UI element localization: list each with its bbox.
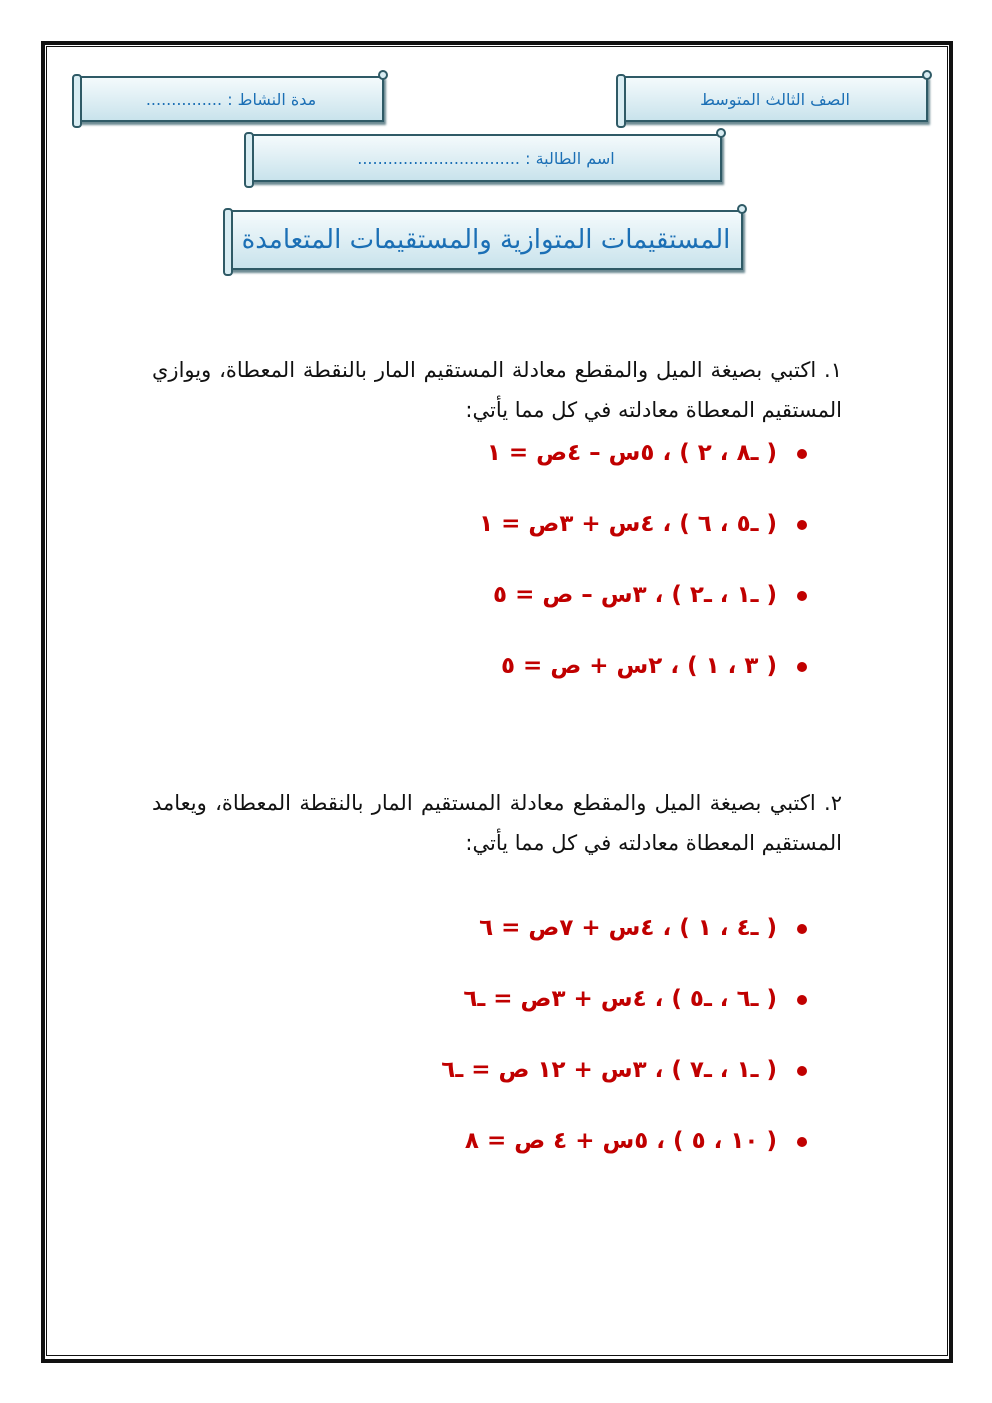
list-item: ( ـ٤ ، ١ ) ، ٤س + ٧ص = ٦ [441, 913, 807, 984]
bullet-icon [797, 994, 807, 1005]
equation: ( ـ١ ، ـ٧ ) ، ٣س + ١٢ ص = ـ٦ [441, 1057, 777, 1083]
list-item: ( ـ١ ، ـ٢ ) ، ٣س – ص = ٥ [479, 580, 807, 651]
equation: ( ـ٥ ، ٦ ) ، ٤س + ٣ص = ١ [479, 511, 777, 537]
equation: ( ـ١ ، ـ٢ ) ، ٣س – ص = ٥ [493, 582, 777, 608]
equation: ( ١٠ ، ٥ ) ، ٥س + ٤ ص = ٨ [464, 1128, 777, 1154]
bullet-icon [797, 1136, 807, 1147]
list-item: ( ـ٨ ، ٢ ) ، ٥س – ٤ص = ١ [479, 438, 807, 509]
grade-label: الصف الثالث المتوسط [700, 89, 850, 109]
question-2-list: ( ـ٤ ، ١ ) ، ٤س + ٧ص = ٦ ( ـ٦ ، ـ٥ ) ، ٤… [441, 913, 807, 1197]
bullet-icon [797, 661, 807, 672]
list-item: ( ١٠ ، ٥ ) ، ٥س + ٤ ص = ٨ [441, 1126, 807, 1197]
duration-banner: مدة النشاط : ............... [72, 70, 388, 128]
bullet-icon [797, 1065, 807, 1076]
list-item: ( ٣ ، ١ ) ، ٢س + ص = ٥ [479, 651, 807, 722]
bullet-icon [797, 923, 807, 934]
question-1-list: ( ـ٨ ، ٢ ) ، ٥س – ٤ص = ١ ( ـ٥ ، ٦ ) ، ٤س… [479, 438, 807, 722]
equation: ( ـ٦ ، ـ٥ ) ، ٤س + ٣ص = ـ٦ [463, 986, 777, 1012]
bullet-icon [797, 590, 807, 601]
list-item: ( ـ١ ، ـ٧ ) ، ٣س + ١٢ ص = ـ٦ [441, 1055, 807, 1126]
title-banner: المستقيمات المتوازية والمستقيمات المتعام… [223, 204, 747, 276]
bullet-icon [797, 519, 807, 530]
list-item: ( ـ٦ ، ـ٥ ) ، ٤س + ٣ص = ـ٦ [441, 984, 807, 1055]
grade-banner: الصف الثالث المتوسط [616, 70, 932, 128]
student-name-field: اسم الطالبة : ..........................… [357, 148, 615, 168]
equation: ( ـ٨ ، ٢ ) ، ٥س – ٤ص = ١ [486, 440, 777, 466]
question-1-text: ١. اكتبي بصيغة الميل والمقطع معادلة المس… [152, 358, 842, 422]
student-name-banner: اسم الطالبة : ..........................… [244, 128, 726, 188]
list-item: ( ـ٥ ، ٦ ) ، ٤س + ٣ص = ١ [479, 509, 807, 580]
bullet-icon [797, 448, 807, 459]
page-title: المستقيمات المتوازية والمستقيمات المتعام… [241, 225, 731, 255]
duration-field: مدة النشاط : ............... [145, 89, 317, 109]
question-2-text: ٢. اكتبي بصيغة الميل والمقطع معادلة المس… [152, 791, 842, 855]
equation: ( ـ٤ ، ١ ) ، ٤س + ٧ص = ٦ [479, 915, 777, 941]
page-border [41, 41, 953, 1363]
page-border-inner [46, 46, 948, 1356]
equation: ( ٣ ، ١ ) ، ٢س + ص = ٥ [500, 653, 777, 679]
